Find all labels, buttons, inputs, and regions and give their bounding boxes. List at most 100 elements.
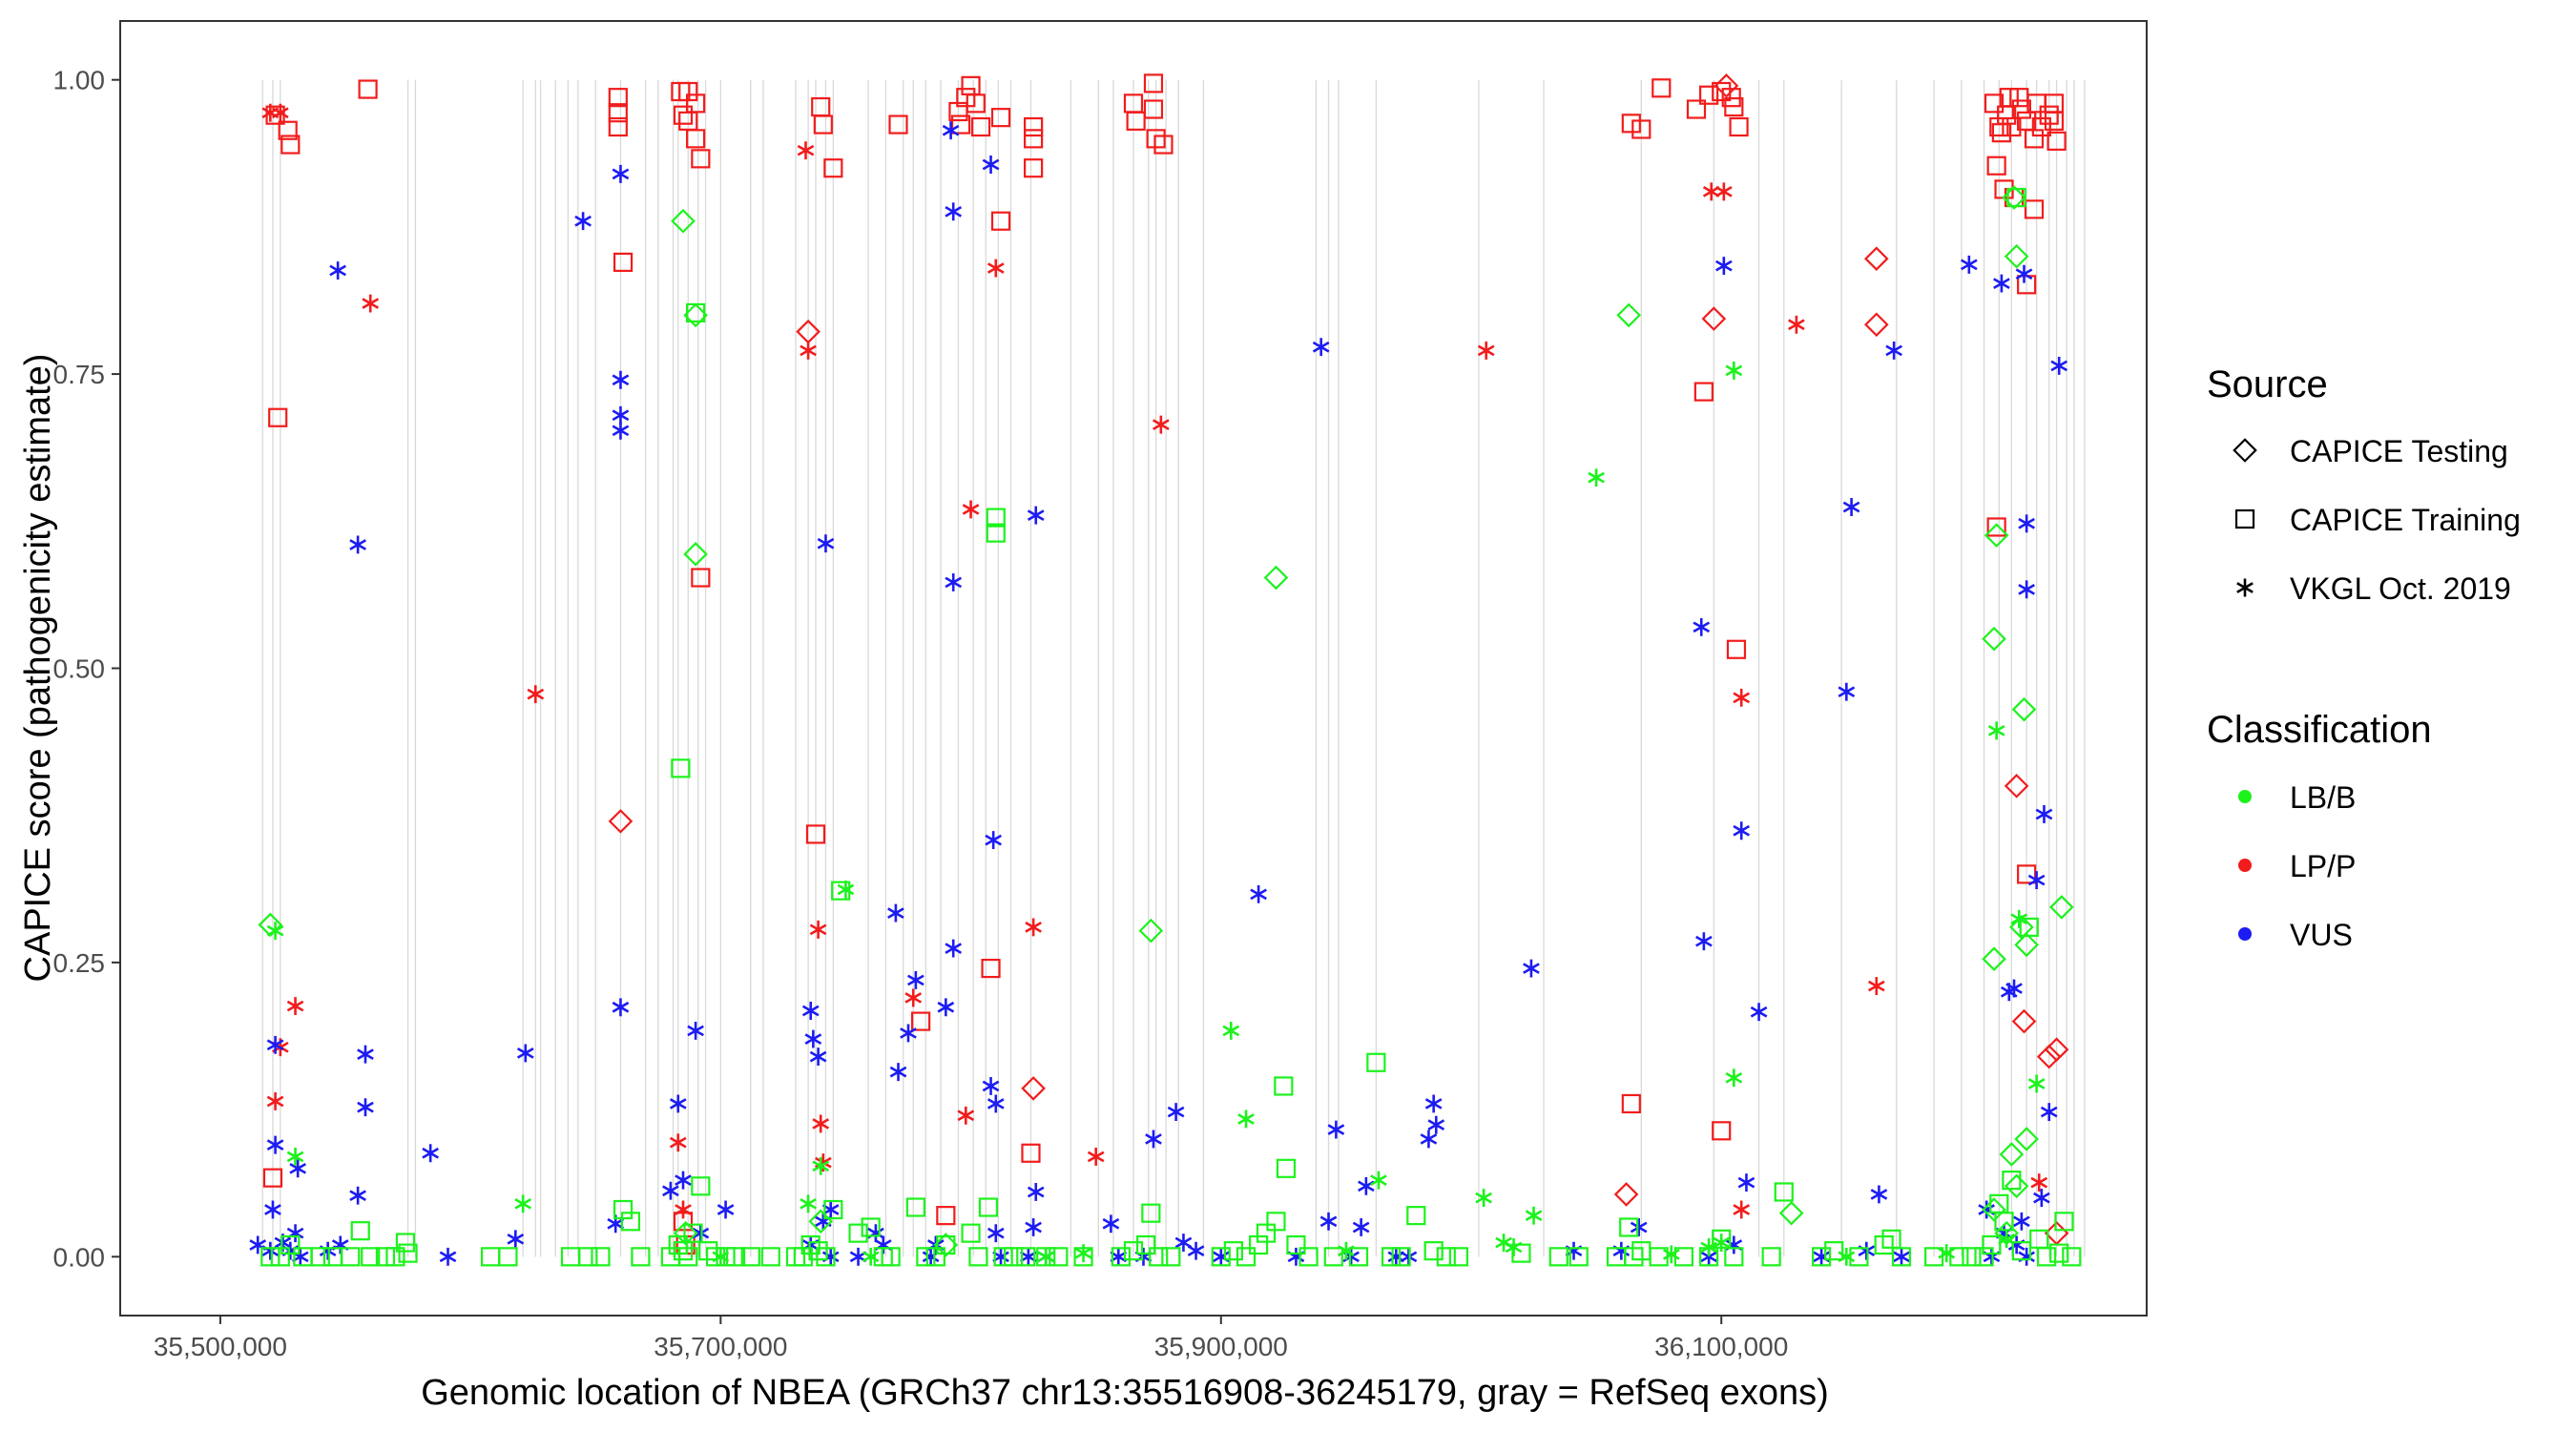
point-training-lb-b <box>1448 1247 1468 1267</box>
point-vkgl-lb-b <box>837 880 855 899</box>
point-training-lp-p <box>608 116 628 137</box>
point-training-lp-p <box>956 88 976 108</box>
point-vkgl-lb-b <box>712 1247 730 1266</box>
point-training-lb-b <box>740 1247 760 1267</box>
point-training-lb-b <box>800 1234 821 1255</box>
point-vkgl-lp-p <box>962 500 980 519</box>
point-training-lp-p <box>1021 1143 1041 1163</box>
point-training-lp-p <box>268 407 288 427</box>
point-vkgl-vus <box>612 421 630 440</box>
point-testing-lp-p <box>1701 306 1727 331</box>
point-vkgl-vus <box>1025 1218 1042 1236</box>
point-vkgl-vus <box>1145 1130 1162 1149</box>
point-training-lb-b <box>1049 1247 1069 1267</box>
point-vkgl-vus <box>2018 514 2035 533</box>
point-training-lb-b <box>1619 1217 1639 1237</box>
point-vkgl-lb-b <box>1505 1238 1523 1256</box>
point-training-lp-p <box>2039 105 2059 125</box>
point-vkgl-lp-p <box>2030 1173 2048 1192</box>
point-testing-lb-b <box>258 912 283 938</box>
point-training-lb-b <box>686 302 706 323</box>
point-training-lb-b <box>1149 1247 1169 1267</box>
point-training-lp-p <box>1693 382 1714 402</box>
point-training-lb-b <box>1004 1247 1024 1267</box>
point-vkgl-lb-b <box>1525 1206 1543 1225</box>
point-vkgl-vus <box>1960 255 1978 274</box>
point-training-lb-b <box>1761 1247 1781 1267</box>
point-vkgl-lb-b <box>1700 1238 1717 1256</box>
point-training-lb-b <box>1891 1247 1912 1267</box>
point-vkgl-vus <box>1319 1212 1338 1231</box>
point-vkgl-lp-p <box>957 1106 975 1125</box>
point-training-lb-b <box>350 1221 370 1241</box>
legend: Source CAPICE Testing CAPICE Training VKGL… <box>2207 363 2521 952</box>
point-training-lb-b <box>1994 1212 2014 1232</box>
point-training-lb-b <box>1381 1247 1402 1267</box>
point-vkgl-lb-b <box>2027 1074 2046 1093</box>
exon-lines <box>261 79 2086 1257</box>
point-testing-lb-b <box>2009 915 2034 940</box>
point-vkgl-vus <box>809 1047 827 1067</box>
point-training-lb-b <box>1849 1247 1869 1267</box>
point-training-lb-b <box>793 1247 813 1267</box>
point-training-lb-b <box>260 1247 280 1267</box>
point-training-lp-p <box>2044 111 2065 131</box>
point-testing-lb-b <box>1982 946 2006 972</box>
point-training-lp-p <box>686 129 706 149</box>
point-vkgl-vus <box>887 903 904 923</box>
point-vkgl-vus <box>1870 1185 1888 1204</box>
point-training-lb-b <box>385 1247 405 1267</box>
point-vkgl-vus <box>2018 580 2035 599</box>
point-training-lp-p <box>673 105 694 125</box>
point-vkgl-vus <box>907 970 924 989</box>
point-training-lb-b <box>848 1223 868 1243</box>
point-training-lb-b <box>961 1223 981 1243</box>
legend-label-training: CAPICE Training <box>2290 503 2521 537</box>
point-training-lb-b <box>968 1247 988 1267</box>
point-training-lb-b <box>1724 1247 1744 1267</box>
point-testing-lp-p <box>608 809 634 834</box>
legend-key-vkgl <box>2236 578 2254 597</box>
point-vkgl-vus <box>1102 1214 1120 1234</box>
point-vkgl-vus <box>669 1094 687 1113</box>
point-training-lb-b <box>691 1176 711 1196</box>
point-vkgl-vus <box>1523 959 1540 978</box>
point-vkgl-vus <box>349 535 366 554</box>
point-vkgl-vus <box>1715 257 1733 276</box>
x-tick-label: 36,100,000 <box>1654 1332 1788 1361</box>
legend-key-testing <box>2233 438 2257 463</box>
point-training-lb-b <box>986 508 1006 528</box>
point-vkgl-lb-b <box>1037 1247 1055 1266</box>
point-vkgl-lb-b <box>800 1194 817 1213</box>
point-training-lb-b <box>986 523 1006 543</box>
point-training-lp-p <box>1126 111 1146 131</box>
point-vkgl-lp-p <box>1153 415 1170 434</box>
point-vkgl-lb-b <box>862 1247 880 1266</box>
point-testing-lp-p <box>2044 1037 2069 1063</box>
point-vkgl-lp-p <box>1733 688 1751 707</box>
point-training-lp-p <box>990 211 1011 231</box>
point-vkgl-vus <box>982 156 1000 174</box>
point-testing-lb-b <box>1984 523 2009 548</box>
point-vkgl-vus <box>1737 1173 1755 1192</box>
point-training-lb-b <box>1249 1234 1269 1255</box>
point-training-lb-b <box>375 1247 396 1267</box>
x-tick-label: 35,500,000 <box>154 1332 287 1361</box>
point-training-lp-p <box>2011 99 2031 119</box>
point-vkgl-vus <box>507 1230 525 1249</box>
point-training-lb-b <box>1874 1234 1894 1255</box>
point-testing-lb-b <box>683 542 708 567</box>
point-training-lp-p <box>2031 116 2051 137</box>
point-vkgl-vus <box>516 1044 534 1063</box>
point-training-lb-b <box>808 1241 828 1261</box>
point-vkgl-vus <box>889 1063 907 1082</box>
point-vkgl-vus <box>266 1035 284 1054</box>
point-vkgl-lp-p <box>527 685 545 704</box>
x-axis: 35,500,000 35,700,000 35,900,000 36,100,000 <box>154 1316 1788 1361</box>
point-training-lb-b <box>760 1247 780 1267</box>
legend-label-vus: VUS <box>2290 918 2353 952</box>
point-testing-lp-p <box>1863 246 1889 272</box>
legend-key-lp-p <box>2238 859 2252 872</box>
point-vkgl-vus <box>1693 617 1711 636</box>
